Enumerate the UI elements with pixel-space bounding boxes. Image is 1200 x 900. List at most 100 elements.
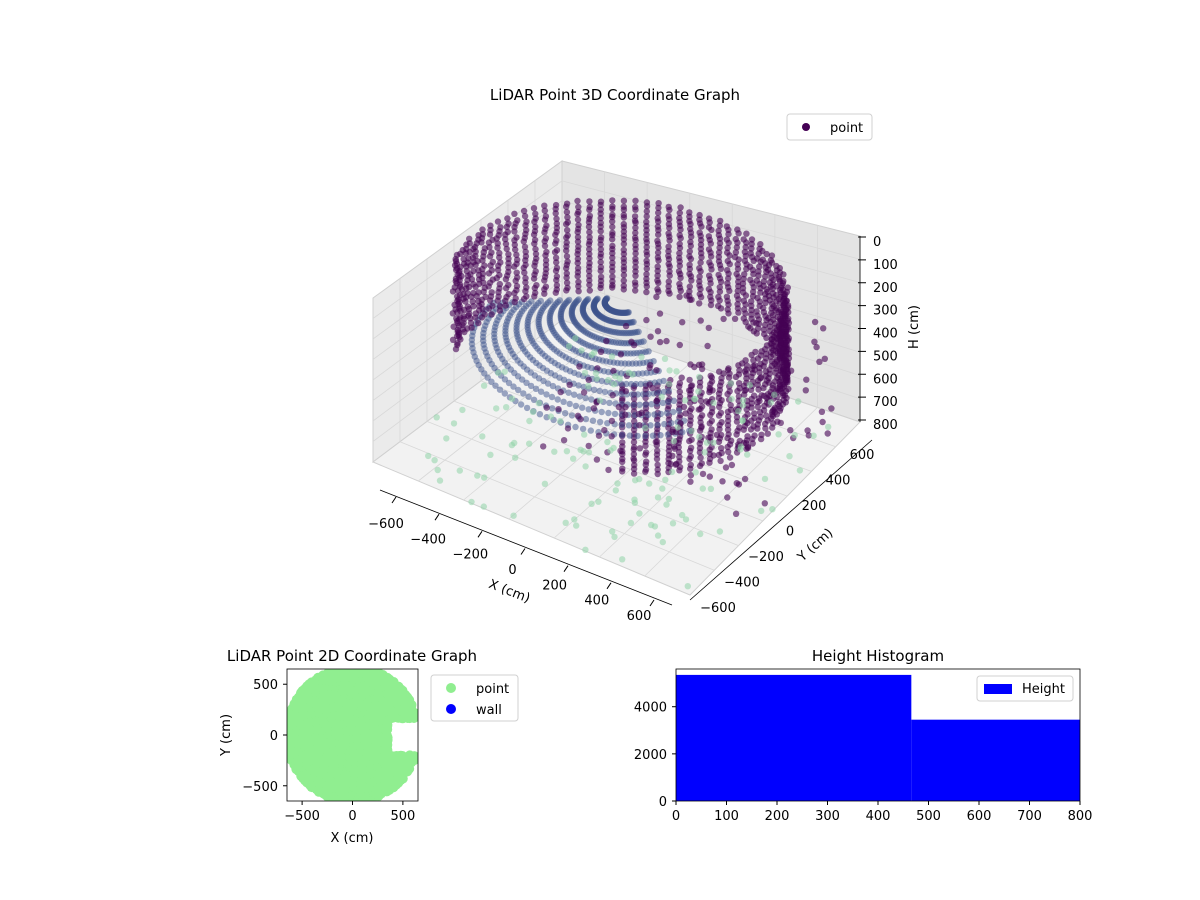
point-3d	[617, 448, 623, 454]
point-3d	[708, 240, 714, 246]
chart-2d-title: LiDAR Point 2D Coordinate Graph	[227, 647, 477, 665]
point-3d	[621, 198, 627, 204]
point-3d	[617, 375, 623, 381]
point-3d	[677, 380, 683, 386]
point-3d	[605, 377, 611, 383]
point-3d	[525, 394, 531, 400]
point-3d	[669, 469, 675, 475]
point-3d	[597, 397, 603, 403]
point-3d	[683, 516, 689, 522]
point-3d	[451, 420, 457, 426]
point-3d	[431, 457, 437, 463]
point-3d	[532, 237, 538, 243]
point-3d	[642, 425, 648, 431]
point-3d	[489, 311, 495, 317]
point-3d	[631, 497, 637, 503]
z-axis-label-3d: H (cm)	[907, 305, 922, 349]
point-3d	[578, 347, 584, 353]
point-3d	[434, 414, 440, 420]
point-3d	[565, 219, 571, 225]
point-3d	[757, 375, 763, 381]
point-3d	[575, 256, 581, 262]
y-tick-label-2d: 0	[270, 729, 278, 744]
point-3d	[681, 404, 687, 410]
point-3d	[495, 294, 501, 300]
point-3d	[655, 268, 661, 274]
point-3d	[677, 393, 683, 399]
point-3d	[522, 213, 528, 219]
point-3d	[688, 234, 694, 240]
point-3d	[505, 282, 511, 288]
point-3d	[727, 388, 733, 394]
point-3d	[654, 422, 660, 428]
point-3d	[487, 452, 493, 458]
z-tick-label-3d: 700	[873, 395, 898, 410]
chart-3d-title: LiDAR Point 3D Coordinate Graph	[490, 86, 740, 104]
point-3d	[749, 236, 755, 242]
point-3d	[622, 404, 628, 410]
point-3d	[575, 222, 581, 228]
point-3d	[512, 455, 518, 461]
point-3d	[688, 453, 694, 459]
y-axis-label-3d: Y (cm)	[794, 526, 836, 566]
point-3d	[532, 224, 538, 230]
point-3d	[630, 455, 636, 461]
point-3d	[610, 445, 616, 451]
point-3d	[707, 289, 713, 295]
y-tick-label-3d: 0	[786, 525, 794, 540]
point-3d	[708, 253, 714, 259]
point-3d	[710, 440, 716, 446]
point-3d	[622, 412, 628, 418]
point-3d	[523, 227, 529, 233]
point-3d	[595, 499, 601, 505]
point-3d	[459, 407, 465, 413]
point-3d	[572, 335, 578, 341]
point-3d	[598, 210, 604, 216]
point-3d	[502, 369, 508, 375]
point-3d	[489, 267, 495, 273]
point-3d	[783, 353, 789, 359]
point-3d	[725, 271, 731, 277]
point-3d	[696, 406, 702, 412]
point-3d	[729, 462, 735, 468]
point-3d	[588, 501, 594, 507]
point-3d	[618, 351, 624, 357]
point-3d	[582, 395, 588, 401]
point-3d	[506, 291, 512, 297]
point-3d	[666, 278, 672, 284]
point-3d	[816, 359, 822, 365]
point-3d	[609, 353, 615, 359]
point-3d	[443, 435, 449, 441]
point-3d	[531, 205, 537, 211]
x-tick-label-3d: 0	[508, 563, 516, 578]
point-3d	[695, 388, 701, 394]
point-3d	[717, 297, 723, 303]
point-3d	[688, 462, 694, 468]
point-3d	[745, 444, 751, 450]
point-3d	[634, 433, 640, 439]
z-tick-label-3d: 100	[873, 258, 898, 273]
point-3d	[643, 271, 649, 277]
z-tick-label-3d: 500	[873, 349, 898, 364]
point-3d	[565, 425, 571, 431]
point-3d	[642, 443, 648, 449]
point-3d	[575, 243, 581, 249]
point-3d	[769, 506, 775, 512]
point-3d	[586, 219, 592, 225]
point-3d	[587, 287, 593, 293]
point-3d	[736, 256, 742, 262]
point-3d	[819, 419, 825, 425]
x-tick-label-histogram: 800	[1068, 809, 1093, 824]
point-3d	[586, 443, 592, 449]
point-3d	[725, 413, 731, 419]
point-3d	[619, 432, 625, 438]
point-3d	[704, 343, 710, 349]
point-3d	[594, 456, 600, 462]
point-3d	[652, 523, 658, 529]
x-tick-label-3d: −200	[452, 548, 488, 563]
point-3d	[638, 354, 644, 360]
point-3d	[554, 273, 560, 279]
point-3d	[636, 510, 642, 516]
point-3d	[598, 202, 604, 208]
x-tick-label-3d: 200	[542, 578, 567, 593]
